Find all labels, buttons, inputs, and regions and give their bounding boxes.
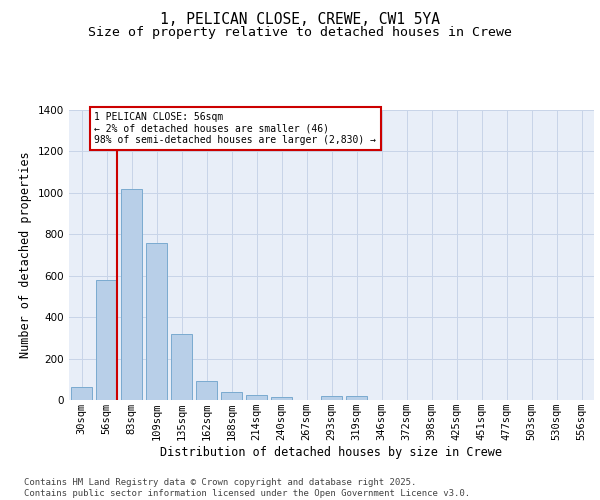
X-axis label: Distribution of detached houses by size in Crewe: Distribution of detached houses by size … [161, 446, 503, 459]
Bar [321, 396, 342, 400]
Y-axis label: Number of detached properties: Number of detached properties [19, 152, 32, 358]
Bar [246, 395, 267, 400]
Bar [346, 396, 367, 400]
Bar [121, 188, 142, 400]
Bar [71, 386, 92, 400]
Bar [271, 397, 292, 400]
Text: Contains HM Land Registry data © Crown copyright and database right 2025.
Contai: Contains HM Land Registry data © Crown c… [24, 478, 470, 498]
Bar [171, 334, 192, 400]
Bar [221, 392, 242, 400]
Text: Size of property relative to detached houses in Crewe: Size of property relative to detached ho… [88, 26, 512, 39]
Text: 1, PELICAN CLOSE, CREWE, CW1 5YA: 1, PELICAN CLOSE, CREWE, CW1 5YA [160, 12, 440, 28]
Bar [96, 280, 117, 400]
Text: 1 PELICAN CLOSE: 56sqm
← 2% of detached houses are smaller (46)
98% of semi-deta: 1 PELICAN CLOSE: 56sqm ← 2% of detached … [95, 112, 377, 146]
Bar [196, 382, 217, 400]
Bar [146, 242, 167, 400]
